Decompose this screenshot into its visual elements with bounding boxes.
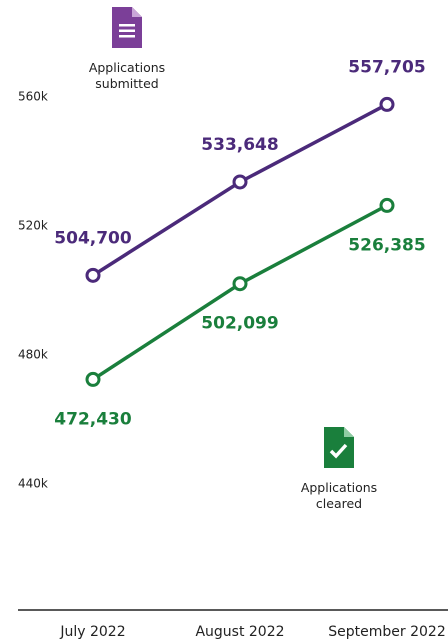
x-tick-label: August 2022 [195,624,284,640]
data-label: 502,099 [201,314,278,334]
data-point [85,371,101,387]
x-tick-label: September 2022 [328,624,445,640]
data-label: 526,385 [348,235,425,255]
data-point [85,267,101,283]
data-label: 504,700 [54,228,132,248]
legend-label: Applications submitted [88,60,166,91]
icon-submitted [112,7,142,48]
legend-label: Applications cleared [300,480,378,511]
data-point [379,96,395,112]
y-tick-label: 560k [18,90,48,104]
data-label: 472,430 [54,409,132,429]
y-tick-label: 480k [18,348,48,362]
icon-cleared [324,427,354,468]
y-tick-label: 440k [18,477,48,491]
data-label: 557,705 [348,57,425,77]
x-tick-label: July 2022 [59,624,125,640]
data-point [232,174,248,190]
series-line [92,203,388,381]
data-point [379,197,395,213]
y-tick-label: 520k [18,219,48,233]
data-point [232,276,248,292]
data-label: 533,648 [201,135,278,155]
series-line [92,102,388,277]
